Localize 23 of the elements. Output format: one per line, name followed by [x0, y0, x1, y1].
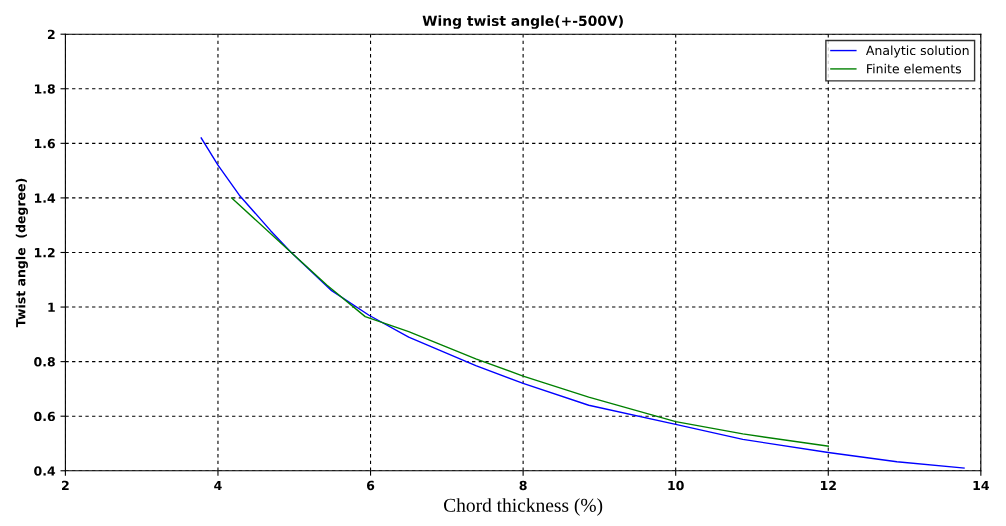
x-tick-label: 6 — [366, 480, 375, 491]
y-tick-label: 0.6 — [34, 411, 55, 422]
y-tick-label: 1.8 — [34, 84, 55, 94]
y-tick-label: 0.4 — [34, 466, 56, 476]
x-axis-title: Chord thickness (%) — [443, 498, 603, 516]
y-tick-label: 1 — [48, 302, 55, 312]
x-tick-label: 4 — [214, 480, 222, 490]
legend-label: Analytic solution — [865, 45, 969, 58]
y-axis-title: Twist angle (degree) — [15, 178, 28, 328]
line-series — [231, 197, 829, 447]
chart-title: Wing twist angle(+-500V) — [422, 15, 623, 29]
x-tick-label: 2 — [62, 480, 69, 490]
legend-label: Finite elements — [867, 63, 962, 74]
x-tick-label: 10 — [668, 480, 684, 491]
y-tick-label: 2 — [47, 29, 55, 39]
line-series — [200, 137, 965, 469]
y-tick-label: 1.4 — [34, 193, 56, 203]
y-tick-label: 0.8 — [34, 357, 55, 367]
y-tick-label: 1.6 — [34, 138, 55, 149]
x-tick-label: 14 — [973, 480, 989, 490]
y-tick-label: 1.2 — [34, 247, 55, 258]
x-tick-label: 12 — [820, 480, 836, 490]
x-tick-label: 8 — [519, 480, 527, 491]
